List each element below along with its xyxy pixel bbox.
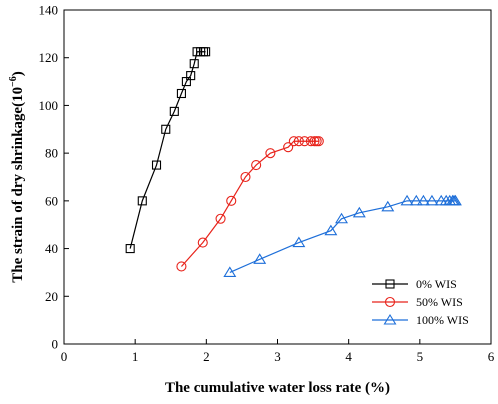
data-point [251,160,262,171]
legend-label: 100% WIS [416,313,469,327]
y-tick-label: 140 [39,3,59,18]
data-point [400,194,414,206]
x-tick-label: 3 [274,349,281,364]
y-tick-label: 40 [45,241,58,256]
legend: 0% WIS 50% WIS 100% WIS [372,277,469,327]
data-point [335,212,349,224]
data-point [197,237,208,248]
y-tick-label: 60 [45,193,58,208]
data-point [186,71,196,81]
legend-item-1: 50% WIS [372,295,463,309]
x-tick-label: 4 [345,349,352,364]
series-line [129,51,206,249]
data-point [409,194,423,206]
data-point [226,195,237,206]
legend-marker [385,279,395,289]
data-point [161,124,171,134]
data-point [305,136,316,147]
legend-item-2: 100% WIS [372,313,469,327]
data-point [137,196,147,206]
data-point [176,261,187,272]
data-point [151,160,162,170]
data-point [448,194,462,206]
data-point [169,106,179,116]
y-axis-label: The strain of dry shrinkage(10−6) [8,71,26,283]
data-point [324,224,338,236]
data-point [292,236,306,248]
data-point [425,194,439,206]
y-tick-label: 0 [52,337,59,352]
series-1 [176,136,324,272]
x-axis-label: The cumulative water loss rate (%) [165,380,390,396]
data-point [293,136,304,147]
data-point [265,148,276,159]
legend-label: 50% WIS [416,295,463,309]
y-tick-label: 20 [45,289,58,304]
legend-marker [383,313,397,325]
x-tick-label: 0 [61,349,68,364]
data-point [176,88,186,99]
plot-area [125,47,462,277]
data-point [416,194,430,206]
data-point [125,244,135,254]
x-tick-label: 6 [488,349,495,364]
y-axis-label-exponent: −6 [8,76,19,87]
x-tick-label: 5 [417,349,424,364]
x-tick-label: 2 [203,349,210,364]
data-point [352,206,366,218]
legend-label: 0% WIS [416,277,457,291]
x-tick-label: 1 [132,349,139,364]
series-line [180,140,319,267]
data-point [223,266,237,277]
data-point [299,136,310,147]
data-point [381,200,395,212]
legend-item-0: 0% WIS [372,277,457,291]
y-axis-label-close: ) [10,71,26,76]
data-point [201,47,211,57]
y-tick-label: 120 [39,50,59,65]
legend-marker [384,296,396,308]
y-tick-label: 80 [45,146,58,161]
data-point [283,142,294,153]
data-point [288,136,299,147]
data-point [189,59,199,69]
y-tick-label: 100 [39,98,59,113]
plot-frame [63,9,492,345]
data-point [253,253,267,264]
data-point [240,171,251,183]
data-point [215,213,226,224]
series-2 [223,194,462,277]
series-0 [125,47,211,254]
y-axis-label-main: The strain of dry shrinkage(10 [10,87,26,283]
data-point [313,136,324,147]
